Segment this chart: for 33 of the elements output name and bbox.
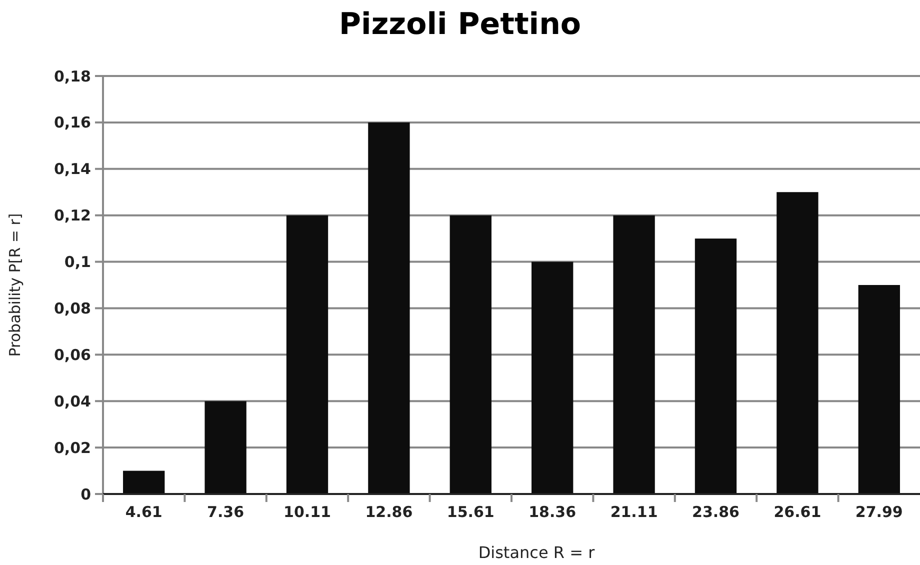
x-tick-label: 7.36 — [207, 503, 244, 521]
y-tick-label: 0,18 — [54, 67, 91, 86]
y-tick-label: 0,16 — [54, 114, 91, 132]
y-axis-title: Probability P[R = r] — [6, 213, 24, 357]
x-tick-label: 12.86 — [365, 503, 413, 521]
bar — [532, 262, 574, 494]
x-tick-label: 26.61 — [774, 503, 822, 521]
y-tick-label: 0 — [80, 485, 91, 504]
y-tick-label: 0,12 — [54, 206, 91, 225]
bar — [450, 215, 492, 494]
x-tick-label: 23.86 — [692, 503, 740, 521]
bar — [123, 470, 165, 494]
y-tick-label: 0,06 — [54, 346, 91, 364]
bar — [776, 192, 818, 494]
y-tick-label: 0,14 — [54, 160, 91, 178]
bar — [613, 215, 655, 494]
x-tick-label: 18.36 — [528, 503, 576, 521]
y-tick-label: 0,1 — [64, 253, 91, 272]
y-tick-label: 0,04 — [54, 392, 91, 410]
bar — [368, 122, 410, 494]
x-tick-label: 10.11 — [284, 503, 331, 521]
x-axis-title: Distance R = r — [478, 543, 596, 562]
x-tick-label: 21.11 — [610, 503, 658, 521]
bar — [286, 215, 328, 494]
x-tick-label: 4.61 — [125, 503, 162, 521]
bar — [204, 401, 246, 494]
x-tick-label: 27.99 — [855, 503, 903, 521]
y-tick-label: 0,02 — [54, 438, 91, 457]
chart-title: Pizzoli Pettino — [338, 7, 582, 42]
bar — [694, 238, 737, 494]
bar — [858, 285, 900, 494]
y-tick-label: 0,08 — [54, 299, 91, 318]
x-tick-label: 15.61 — [446, 503, 494, 521]
